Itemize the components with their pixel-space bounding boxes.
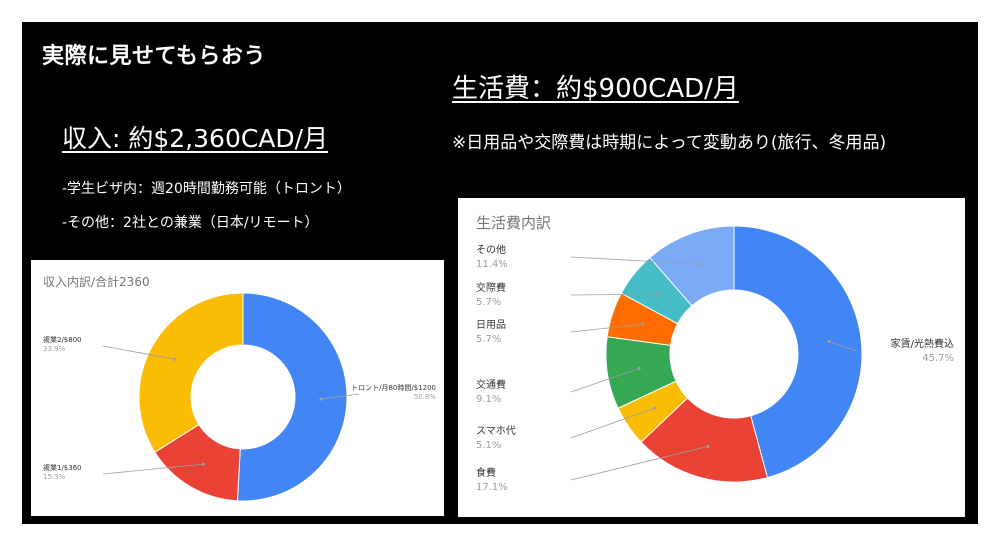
slide: 実際に見せてもらおう 収入: 約$2,360CAD/月 -学生ビザ内：週20時間…	[22, 22, 978, 524]
leader-line	[320, 393, 360, 400]
leader-dot	[653, 406, 657, 410]
leader-line	[570, 323, 643, 333]
leader-dot	[698, 262, 702, 266]
expense-note: ※日用品や交際費は時期によって変動あり(旅行、冬用品)	[452, 133, 887, 153]
slice-percent: 5.7%	[476, 334, 501, 345]
slice-percent: 17.1%	[476, 482, 508, 493]
slice-label: 食費	[476, 466, 496, 479]
leader-dot	[641, 322, 645, 326]
slice-label: トロント/月80時間/$1200	[351, 384, 436, 392]
donut-slice	[138, 292, 244, 453]
slice-percent: 11.4%	[476, 259, 508, 270]
leader-line	[570, 293, 659, 296]
slice-label: その他	[476, 243, 506, 256]
leader-line	[102, 463, 204, 475]
leader-dot	[201, 462, 206, 466]
slice-label: 家賃/光熱費込	[891, 337, 954, 350]
leader-line	[570, 407, 655, 439]
leader-dot	[173, 357, 177, 361]
slice-label: 交際費	[476, 281, 506, 294]
slice-percent: 45.7%	[922, 353, 954, 364]
leader-dot	[706, 444, 710, 449]
slice-label: 複業2/$800	[43, 335, 82, 344]
slice-percent: 15.3%	[43, 473, 66, 481]
leader-line	[829, 340, 857, 352]
income-note-visa: -学生ビザ内：週20時間勤務可能（トロント）	[62, 181, 351, 197]
slice-percent: 5.1%	[476, 440, 501, 451]
leader-line	[570, 256, 701, 265]
slice-label: 交通費	[476, 378, 506, 391]
income-note-side-jobs: -その他：2社との兼業（日本/リモート）	[62, 215, 319, 231]
chart-title: 生活費内訳	[476, 214, 551, 232]
slice-label: スマホ代	[476, 425, 516, 437]
slice-percent: 50.8%	[414, 393, 437, 401]
leader-line	[570, 368, 640, 393]
chart-title: 収入内訳/合計2360	[43, 274, 150, 289]
donut-slice	[733, 225, 863, 479]
slice-label: 日用品	[476, 319, 506, 331]
slice-percent: 9.1%	[476, 394, 501, 405]
leader-dot	[319, 397, 323, 401]
slice-percent: 33.9%	[43, 345, 66, 353]
leader-dot	[827, 339, 831, 343]
leader-line	[570, 446, 709, 481]
slice-percent: 5.7%	[476, 297, 501, 308]
income-heading: 収入: 約$2,360CAD/月	[62, 124, 329, 153]
expense-heading: 生活費：約$900CAD/月	[452, 74, 739, 104]
expense-chart-card: 生活費内訳家賃/光熱費込 45.7% 食費 17.1% スマホ代 5.1% 交通費 9.1% 日…	[458, 198, 965, 517]
slide-title: 実際に見せてもらおう	[42, 44, 266, 69]
donut-slice	[236, 292, 348, 502]
leader-dot	[637, 366, 641, 371]
income-chart-card: 収入内訳/合計2360 トロント/月80時間/$1200 50.8% 複業1/$360…	[31, 260, 444, 516]
donut-slice	[649, 225, 735, 307]
slice-label: 複業1/$360	[43, 463, 82, 472]
leader-line	[102, 345, 175, 360]
leader-dot	[657, 292, 661, 296]
